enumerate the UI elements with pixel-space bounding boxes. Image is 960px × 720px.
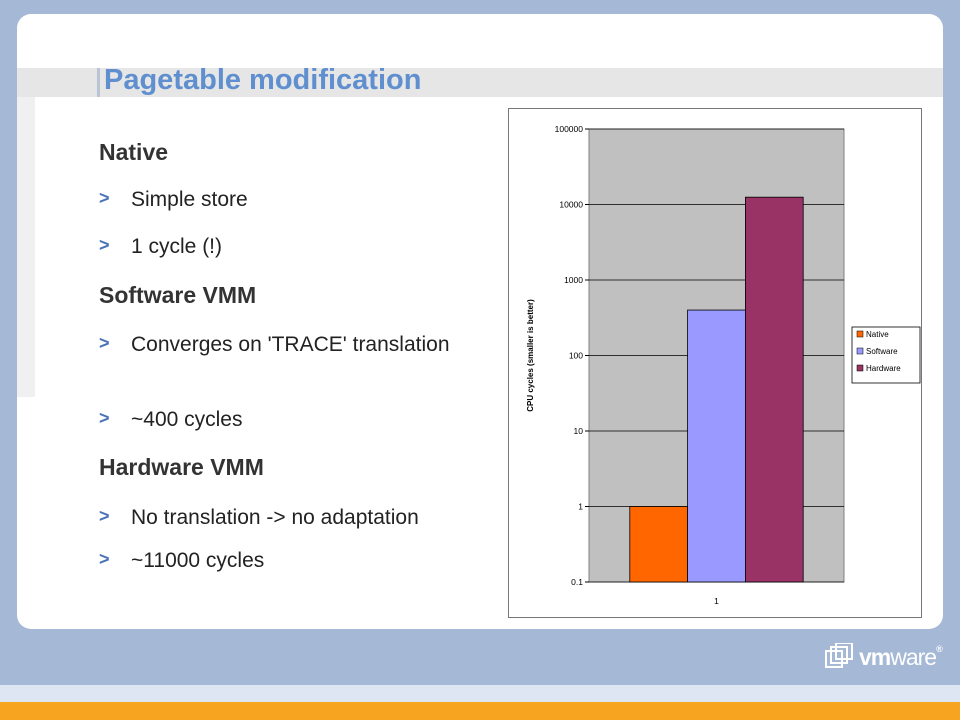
- bullet-text: No translation -> no adaptation: [131, 506, 419, 529]
- heading-native: Native: [99, 139, 169, 165]
- legend-swatch-hardware: [856, 364, 864, 372]
- bullet-arrow-icon: >: [99, 188, 110, 208]
- bullet-arrow-icon: >: [99, 506, 110, 526]
- vmware-logo-icon: [825, 643, 853, 668]
- bullet-text: ~400 cycles: [131, 408, 243, 431]
- slide-title: Pagetable modification: [104, 64, 422, 96]
- vmware-wordmark-suffix: ware: [890, 644, 937, 670]
- legend-swatch-software: [856, 347, 864, 355]
- y-tick-label: 0.1: [571, 577, 583, 587]
- heading-hardware-vmm: Hardware VMM: [99, 454, 264, 480]
- bullet-arrow-icon: >: [99, 235, 110, 255]
- y-tick-label: 1000: [564, 275, 583, 285]
- vmware-wordmark-prefix: vm: [859, 644, 891, 670]
- x-tick-label: 1: [714, 596, 719, 606]
- footer-band: [0, 685, 960, 702]
- legend-swatch-native: [856, 330, 864, 338]
- vmware-logo: vmware®: [824, 640, 944, 676]
- footer-accent-band: [0, 702, 960, 720]
- y-tick-label: 100000: [555, 124, 584, 134]
- title-band: [17, 68, 943, 97]
- heading-software-vmm: Software VMM: [99, 282, 257, 308]
- y-tick-label: 100: [569, 351, 583, 361]
- y-tick-label: 10000: [559, 200, 583, 210]
- bar-hardware: [744, 196, 804, 583]
- bullet-text: Simple store: [131, 188, 248, 211]
- bar-chart: 100000 10000 1000 100 10 1 0.1 1 CPU cycles (sma…: [526, 124, 921, 606]
- bullet-arrow-icon: >: [99, 549, 110, 569]
- side-strip: [17, 97, 35, 397]
- y-axis-label: CPU cycles (smaller is better): [526, 299, 535, 412]
- bullet-arrow-icon: >: [99, 408, 110, 428]
- vmware-wordmark: vmware®: [859, 644, 943, 671]
- bullet-text: 1 cycle (!): [131, 235, 223, 258]
- bullet-text: ~11000 cycles: [131, 549, 265, 572]
- chart-container: 100000 10000 1000 100 10 1 0.1 1 CPU cycles (sma…: [508, 108, 922, 618]
- bar-native: [629, 506, 689, 583]
- legend: [851, 326, 921, 384]
- bullet-arrow-icon: >: [99, 333, 110, 353]
- title-accent: [97, 68, 100, 97]
- registered-mark: ®: [936, 644, 943, 654]
- legend-label-native: Native: [866, 330, 889, 339]
- legend-label-hardware: Hardware: [866, 364, 901, 373]
- bullet-text: Converges on 'TRACE' translation: [131, 333, 450, 356]
- y-tick-label: 1: [578, 502, 583, 512]
- bar-software: [687, 309, 746, 583]
- legend-label-software: Software: [866, 347, 898, 356]
- y-tick-label: 10: [574, 426, 584, 436]
